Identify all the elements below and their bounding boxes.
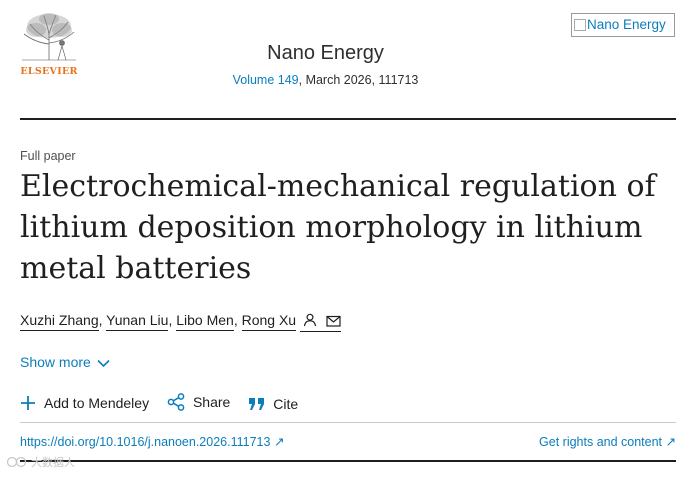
show-more-toggle[interactable]: Show more	[20, 354, 110, 370]
header-divider	[20, 118, 676, 120]
issue-info: , March 2026, 111713	[298, 73, 419, 87]
external-link-arrow-icon: ↗	[665, 435, 676, 449]
footer-divider	[20, 460, 676, 462]
get-rights-link[interactable]: Get rights and content ↗	[539, 434, 676, 449]
journal-meta: Volume 149, March 2026, 111713	[0, 73, 651, 87]
actions-divider	[20, 422, 676, 423]
mendeley-label: Add to Mendeley	[44, 395, 150, 411]
article-title: Electrochemical-mechanical regulation of…	[20, 169, 656, 286]
doi-text: https://doi.org/10.1016/j.nanoen.2026.11…	[20, 435, 271, 449]
rights-text: Get rights and content	[539, 435, 663, 449]
author-separator: ,	[233, 312, 238, 328]
author-list: Xuzhi Zhang, Yunan Liu, Libo Men, Rong X…	[20, 312, 341, 332]
person-icon	[303, 313, 317, 327]
watermark-text: 大数据人	[31, 457, 76, 469]
envelope-icon	[326, 315, 341, 327]
share-icon	[167, 393, 185, 411]
doi-link[interactable]: https://doi.org/10.1016/j.nanoen.2026.11…	[20, 434, 284, 449]
watermark-logo-icon	[6, 456, 27, 468]
share-button[interactable]: Share	[167, 393, 230, 411]
author-link[interactable]: Yunan Liu	[106, 312, 169, 331]
plus-icon	[21, 396, 35, 410]
external-link-arrow-icon: ↗	[273, 435, 285, 449]
chevron-down-icon	[97, 359, 110, 368]
watermark: 大数据人	[6, 454, 75, 470]
cite-label: Cite	[273, 396, 299, 412]
article-actions: Add to Mendeley Share Cite	[20, 393, 312, 414]
broken-image-icon	[574, 19, 586, 31]
volume-link[interactable]: Volume 149	[232, 73, 299, 87]
author-link[interactable]: Xuzhi Zhang	[20, 312, 99, 331]
elsevier-wordmark: ELSEVIER	[20, 66, 78, 77]
quote-icon	[249, 398, 265, 410]
cite-button[interactable]: Cite	[248, 396, 298, 412]
show-more-label: Show more	[20, 354, 91, 370]
author-separator: ,	[168, 312, 173, 328]
share-label: Share	[192, 394, 231, 410]
journal-title[interactable]: Nano Energy	[267, 42, 384, 64]
elsevier-tree-logo	[18, 10, 80, 64]
corresponding-author-icons[interactable]	[299, 313, 341, 332]
article-type: Full paper	[20, 149, 76, 163]
author-link[interactable]: Rong Xu	[241, 312, 297, 331]
author-link[interactable]: Libo Men	[176, 312, 234, 331]
journal-cover-image[interactable]: Nano Energy	[571, 13, 675, 37]
cover-alt-text: Nano Energy	[587, 17, 666, 32]
elsevier-logo[interactable]: ELSEVIER	[18, 10, 80, 78]
author-separator: ,	[98, 312, 103, 328]
add-to-mendeley-button[interactable]: Add to Mendeley	[20, 395, 149, 411]
